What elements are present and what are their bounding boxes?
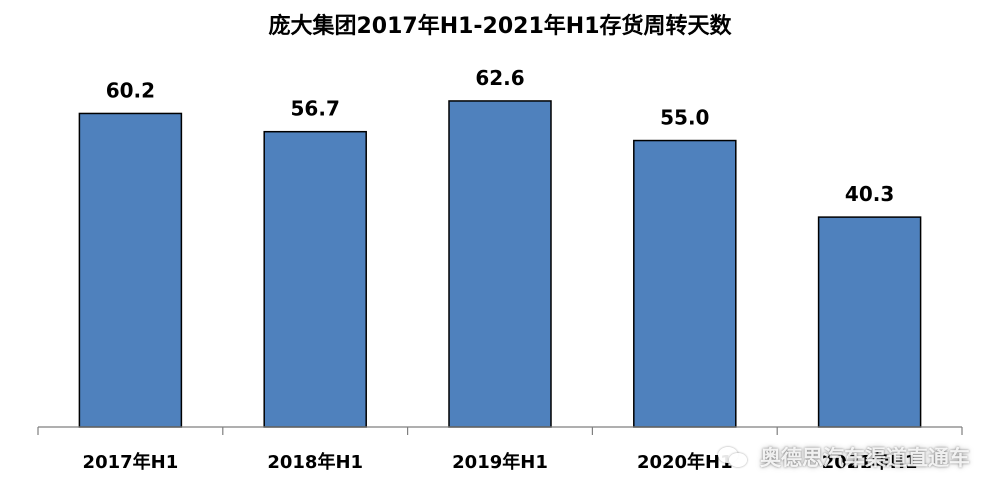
data-label-2017年H1: 60.2 <box>106 78 155 102</box>
data-label-2018年H1: 56.7 <box>291 97 340 121</box>
x-tick-label-2021年H1: 2021年H1 <box>822 451 918 473</box>
bar-2019年H1 <box>448 100 552 428</box>
bar-2020年H1 <box>633 139 737 428</box>
bar-2018年H1 <box>263 130 367 428</box>
x-tick-label-2017年H1: 2017年H1 <box>83 451 179 473</box>
data-labels-layer: 60.2 56.7 62.6 55.0 40.3 <box>106 66 895 206</box>
x-axis: 2017年H1 2018年H1 2019年H1 2020年H1 2021年H1 <box>37 426 963 473</box>
x-tick-label-2018年H1: 2018年H1 <box>267 451 363 473</box>
bar-2017年H1 <box>78 112 183 428</box>
data-label-2019年H1: 62.6 <box>475 66 524 90</box>
data-label-2021年H1: 40.3 <box>845 182 894 206</box>
x-tick-label-2020年H1: 2020年H1 <box>637 451 733 473</box>
bar-2021年H1 <box>817 216 922 428</box>
chart-title: 庞大集团2017年H1-2021年H1存货周转天数 <box>268 13 732 39</box>
x-tick-label-2019年H1: 2019年H1 <box>452 451 548 473</box>
bars-layer <box>78 100 922 428</box>
data-label-2020年H1: 55.0 <box>660 106 709 130</box>
